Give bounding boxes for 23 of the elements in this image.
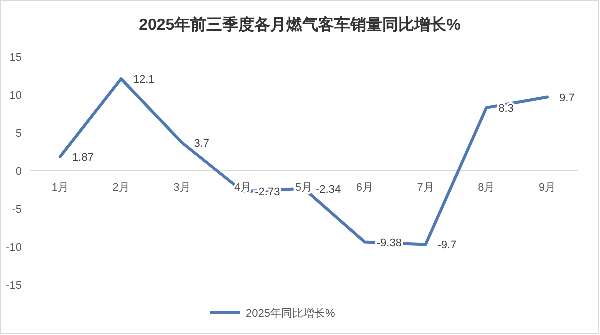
- y-tick-label: 10: [10, 90, 22, 102]
- x-tick-label: 8月: [478, 182, 496, 194]
- x-tick-label: 6月: [356, 182, 374, 194]
- x-tick-label: 2月: [112, 182, 130, 194]
- data-label: 9.7: [560, 92, 575, 104]
- x-tick-label: 1月: [52, 182, 70, 194]
- data-label: 8.3: [498, 102, 514, 115]
- y-tick-label: -10: [6, 242, 22, 254]
- y-tick-label: -15: [6, 280, 22, 292]
- chart-title: 2025年前三季度各月燃气客车销量同比增长%: [139, 15, 461, 34]
- y-tick-label: 0: [16, 166, 22, 178]
- y-tick-label: 5: [16, 128, 22, 140]
- y-tick-label: 15: [10, 52, 22, 64]
- data-label: 3.7: [194, 138, 210, 150]
- legend-label: 2025年同比增长%: [246, 307, 336, 320]
- data-label: -2.34: [316, 184, 342, 196]
- data-label: 1.87: [72, 152, 94, 164]
- x-tick-label: 7月: [417, 182, 434, 194]
- data-label: -9.7: [438, 240, 457, 252]
- data-label: 12.1: [133, 74, 155, 86]
- x-tick-label: 3月: [174, 182, 191, 194]
- y-tick-label: -5: [12, 204, 22, 216]
- x-tick-label: 9月: [538, 182, 556, 194]
